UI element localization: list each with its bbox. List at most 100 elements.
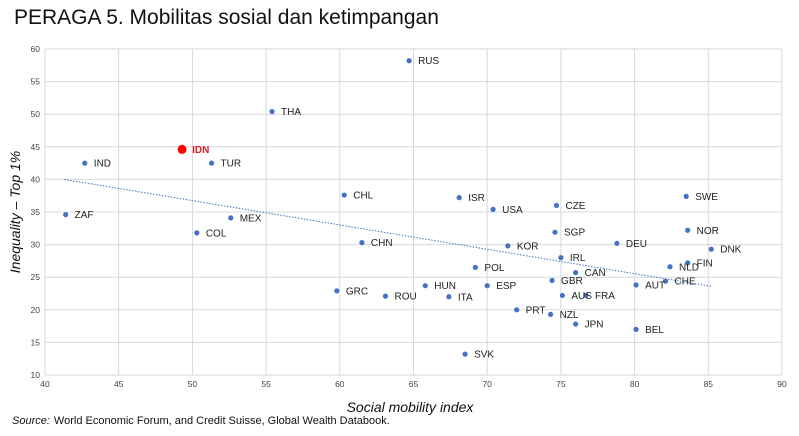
point-label-can: CAN	[585, 268, 606, 279]
tick-labels: 40 45 50 55 60 65 70 75 80 85 90 10 15 20 25 30 35 40 45 50…	[31, 44, 787, 389]
x-tick-label: 85	[704, 379, 714, 389]
y-tick-label: 15	[31, 337, 41, 347]
y-tick-label: 60	[31, 44, 41, 54]
point-label-rus: RUS	[418, 56, 439, 67]
point-label-swe: SWE	[695, 192, 718, 203]
data-point-kor	[505, 243, 511, 249]
data-point-pol	[472, 264, 479, 271]
point-label-tha: THA	[281, 107, 301, 118]
data-point-nld	[667, 264, 673, 270]
source-label: Source:	[12, 415, 50, 427]
point-label-che: CHE	[675, 277, 696, 288]
point-label-nzl: NZL	[560, 310, 579, 321]
data-point-irl	[558, 255, 564, 261]
data-point-gbr	[549, 277, 555, 284]
point-label-deu: DEU	[626, 239, 647, 250]
point-label-irl: IRL	[570, 253, 586, 264]
point-label-aut: AUT	[645, 281, 665, 292]
data-point-zaf	[63, 212, 69, 218]
point-label-dnk: DNK	[720, 245, 741, 256]
point-label-col: COL	[206, 228, 227, 239]
y-tick-label: 50	[31, 109, 41, 119]
data-point-chn	[359, 240, 365, 246]
data-point-mex	[228, 215, 234, 221]
x-tick-label: 40	[40, 379, 50, 389]
point-label-nor: NOR	[697, 226, 719, 237]
data-point-cze	[553, 202, 560, 209]
data-point-ind	[82, 160, 88, 166]
data-point-jpn	[573, 321, 579, 327]
point-label-svk: SVK	[474, 350, 494, 361]
source-note: Source: World Economic Forum, and Credit …	[12, 415, 390, 427]
x-tick-label: 75	[556, 379, 566, 389]
y-axis-title: Inequality – Top 1%	[7, 151, 23, 273]
point-label-kor: KOR	[517, 241, 539, 252]
data-point-esp	[484, 283, 490, 289]
y-tick-label: 35	[31, 207, 41, 217]
data-point-fin	[685, 260, 691, 266]
data-point-can	[573, 270, 579, 276]
data-point-sgp	[552, 229, 558, 235]
data-point-chl	[341, 192, 347, 198]
y-tick-label: 45	[31, 142, 41, 152]
y-tick-label: 10	[31, 370, 41, 380]
y-tick-label: 20	[31, 305, 41, 315]
data-point-bel	[633, 326, 639, 332]
data-point-svk	[462, 351, 468, 357]
data-point-nor	[685, 227, 691, 233]
x-tick-label: 90	[777, 379, 787, 389]
data-point-isr	[456, 195, 462, 201]
data-points	[63, 58, 714, 357]
data-point-tur	[208, 160, 215, 166]
point-label-nld: NLD	[679, 262, 699, 273]
point-label-chn: CHN	[371, 238, 393, 249]
x-tick-label: 55	[261, 379, 271, 389]
trendline	[64, 178, 712, 287]
data-point-rou	[382, 293, 389, 299]
y-tick-label: 25	[31, 272, 41, 282]
data-point-grc	[334, 288, 340, 294]
y-tick-label: 40	[31, 174, 41, 184]
data-point-aus	[559, 292, 565, 299]
point-label-sgp: SGP	[564, 228, 585, 239]
gridlines	[44, 48, 783, 376]
point-label-tur: TUR	[221, 159, 242, 170]
data-point-col	[194, 230, 200, 236]
point-label-usa: USA	[502, 205, 523, 216]
point-label-grc: GRC	[346, 286, 368, 297]
data-point-tha	[269, 108, 275, 115]
x-tick-label: 80	[630, 379, 640, 389]
point-label-gbr: GBR	[561, 276, 583, 287]
point-label-prt: PRT	[526, 305, 546, 316]
trendline-group	[64, 178, 712, 287]
data-point-ita	[446, 294, 452, 300]
x-tick-label: 45	[114, 379, 124, 389]
x-tick-label: 65	[409, 379, 419, 389]
point-label-hun: HUN	[434, 281, 456, 292]
point-label-fin: FIN	[697, 258, 713, 269]
scatter-chart: 40 45 50 55 60 65 70 75 80 85 90 10 15 20 25 30 35 40 45 50…	[7, 44, 787, 415]
x-tick-label: 70	[482, 379, 492, 389]
point-label-fra: FRA	[595, 291, 615, 302]
data-point-nzl	[547, 311, 554, 317]
data-point-fra	[583, 292, 589, 299]
data-point-che	[662, 278, 669, 284]
data-point-aut	[633, 282, 639, 288]
data-point-hun	[422, 283, 428, 289]
point-label-rou: ROU	[394, 292, 416, 303]
point-label-esp: ESP	[496, 281, 516, 292]
data-point-usa	[490, 206, 496, 212]
point-label-ita: ITA	[458, 292, 473, 303]
point-label-aus: AUS	[571, 291, 592, 302]
data-point-deu	[614, 240, 620, 246]
data-point-dnk	[708, 246, 714, 252]
data-point-rus	[406, 58, 412, 64]
point-label-jpn: JPN	[585, 320, 604, 331]
source-text: World Economic Forum, and Credit Suisse,…	[53, 415, 390, 427]
point-label-bel: BEL	[645, 325, 664, 336]
x-axis-title: Social mobility index	[347, 399, 475, 415]
chart-title: PERAGA 5. Mobilitas sosial dan ketimpang…	[14, 6, 439, 29]
point-label-pol: POL	[484, 263, 504, 274]
point-label-mex: MEX	[240, 213, 262, 224]
